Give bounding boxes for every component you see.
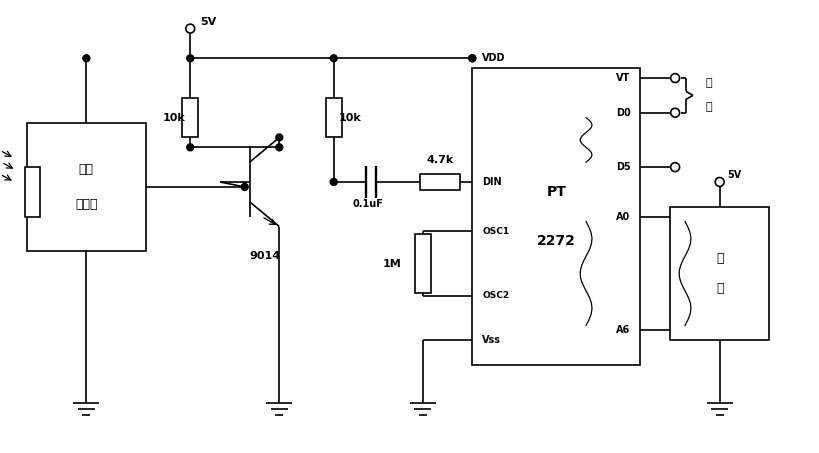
Text: 码: 码 — [715, 282, 722, 295]
Text: 10k: 10k — [338, 113, 361, 123]
Text: OSC2: OSC2 — [482, 291, 509, 300]
Text: 出: 出 — [705, 102, 712, 112]
Text: 接收头: 接收头 — [75, 198, 97, 211]
Text: VT: VT — [616, 73, 630, 83]
Circle shape — [670, 74, 679, 82]
Bar — [182, 98, 198, 137]
Circle shape — [714, 178, 723, 187]
Text: 编: 编 — [715, 252, 722, 265]
Text: PT: PT — [545, 185, 566, 199]
Text: 5V: 5V — [200, 17, 216, 27]
Text: Vss: Vss — [482, 335, 500, 345]
Circle shape — [468, 55, 475, 62]
Text: 9014: 9014 — [249, 251, 280, 261]
Text: A0: A0 — [616, 212, 630, 222]
Circle shape — [330, 55, 337, 62]
Circle shape — [241, 183, 248, 190]
Circle shape — [83, 55, 90, 62]
Circle shape — [275, 134, 283, 141]
Circle shape — [670, 163, 679, 172]
Text: 红外: 红外 — [79, 163, 93, 176]
Circle shape — [275, 144, 283, 151]
Text: 2272: 2272 — [536, 234, 575, 248]
Bar — [25, 167, 40, 217]
Text: 0.1uF: 0.1uF — [352, 199, 383, 209]
Text: DIN: DIN — [482, 177, 501, 187]
Circle shape — [670, 108, 679, 117]
Text: A6: A6 — [616, 325, 630, 335]
Text: 10k: 10k — [162, 113, 185, 123]
Text: VDD: VDD — [482, 53, 505, 63]
Text: 5V: 5V — [726, 170, 741, 180]
Circle shape — [186, 24, 194, 33]
Text: 1M: 1M — [382, 259, 400, 269]
Text: D5: D5 — [615, 162, 630, 172]
Text: D0: D0 — [615, 108, 630, 118]
Bar — [472, 68, 640, 365]
Bar — [325, 98, 342, 137]
Circle shape — [187, 55, 193, 62]
Bar — [420, 174, 459, 190]
Text: 输: 输 — [705, 78, 712, 88]
Bar — [27, 123, 146, 251]
Circle shape — [330, 178, 337, 185]
Circle shape — [468, 55, 475, 62]
Bar — [414, 234, 430, 293]
Text: OSC1: OSC1 — [482, 227, 509, 236]
Circle shape — [187, 144, 193, 151]
Text: 4.7k: 4.7k — [426, 155, 453, 165]
Bar — [669, 207, 768, 340]
